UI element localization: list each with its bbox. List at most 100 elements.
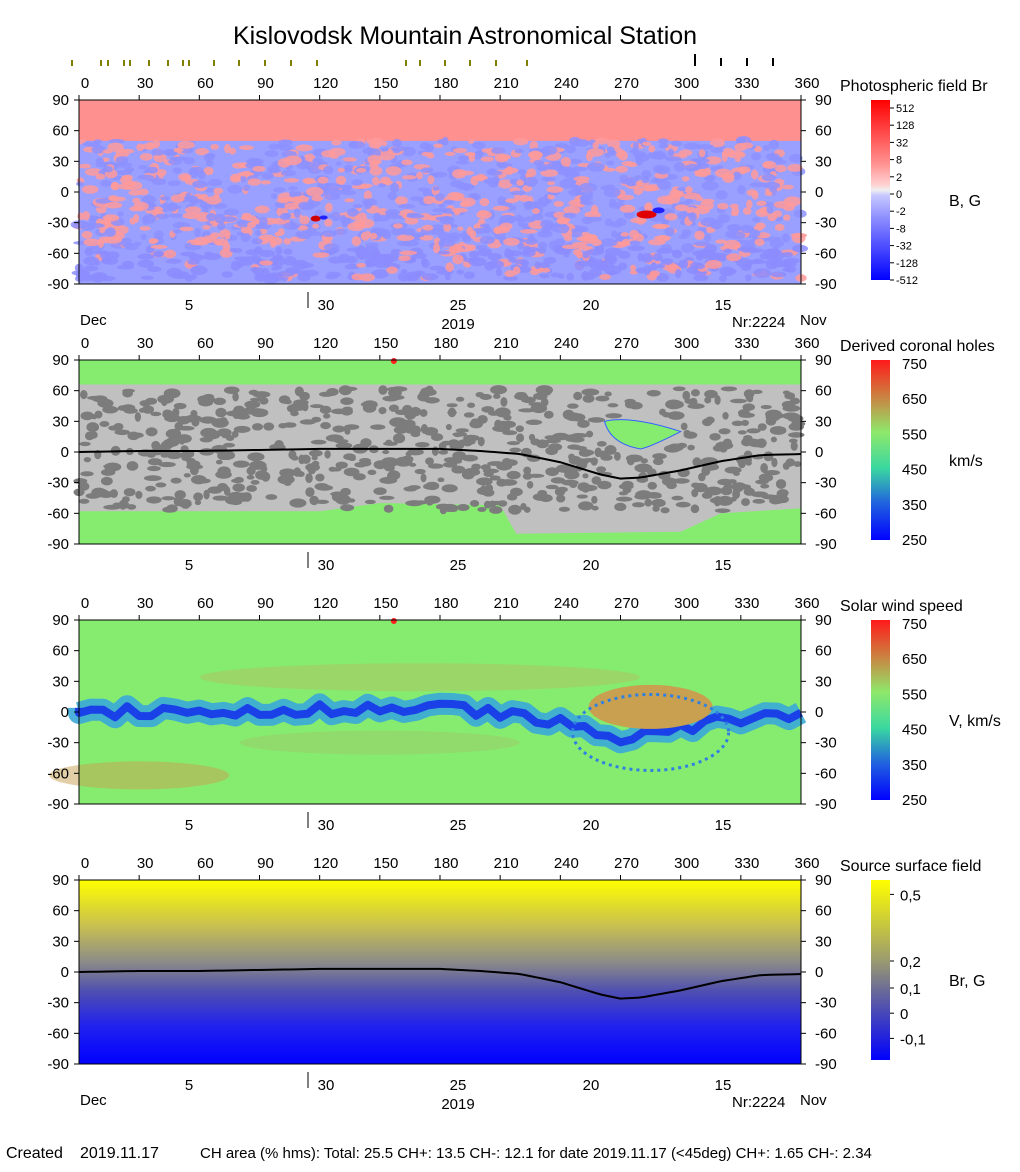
field-patch	[153, 153, 167, 163]
field-patch	[755, 208, 769, 218]
closed-field-patch	[158, 461, 176, 468]
lon-tick-label: 120	[313, 595, 338, 612]
field-patch	[133, 201, 149, 211]
field-patch	[486, 168, 497, 176]
closed-field-patch	[314, 482, 329, 491]
field-patch	[744, 274, 752, 282]
closed-field-patch	[687, 444, 695, 451]
field-patch	[432, 243, 441, 254]
closed-field-patch	[193, 492, 203, 502]
field-patch	[688, 212, 697, 222]
field-patch	[239, 145, 254, 151]
lon-tick-label: 30	[137, 335, 154, 352]
field-patch	[71, 270, 90, 276]
field-patch	[684, 163, 702, 172]
field-patch	[78, 163, 91, 169]
created-label: Created	[6, 1145, 63, 1162]
closed-field-patch	[732, 489, 741, 500]
closed-field-patch	[315, 473, 325, 482]
field-patch	[172, 167, 182, 174]
panel-title: Solar wind speed	[840, 598, 963, 615]
closed-field-patch	[691, 488, 699, 498]
closed-field-patch	[232, 460, 250, 468]
field-patch	[324, 218, 333, 227]
field-patch	[617, 150, 628, 161]
field-patch	[421, 151, 434, 157]
field-patch	[203, 167, 214, 176]
field-patch	[732, 171, 742, 181]
closed-field-patch	[503, 414, 512, 421]
field-patch	[168, 157, 183, 166]
field-patch	[229, 247, 237, 253]
field-patch	[718, 275, 727, 283]
field-patch	[723, 248, 733, 254]
field-patch	[514, 148, 524, 154]
closed-field-patch	[431, 446, 439, 456]
field-patch	[260, 180, 272, 185]
closed-field-patch	[91, 487, 107, 498]
field-patch	[391, 227, 407, 236]
field-patch	[438, 203, 445, 209]
field-patch	[443, 199, 455, 205]
closed-field-patch	[760, 404, 772, 410]
field-patch	[627, 245, 645, 252]
closed-field-patch	[556, 494, 566, 503]
field-patch	[657, 179, 672, 190]
field-patch	[390, 182, 400, 193]
closed-field-patch	[720, 386, 738, 392]
field-patch	[549, 240, 558, 250]
closed-field-patch	[489, 506, 503, 514]
closed-field-patch	[83, 456, 92, 463]
colorbar-label: 0,2	[900, 954, 921, 971]
fast-wind-stream	[588, 684, 713, 729]
field-patch	[595, 243, 605, 254]
lon-tick-label: 90	[257, 335, 274, 352]
field-patch	[240, 174, 247, 183]
colorbar-label: -32	[896, 241, 912, 253]
closed-field-patch	[567, 444, 581, 450]
field-patch	[559, 178, 576, 189]
closed-field-patch	[248, 389, 259, 396]
field-patch	[504, 270, 516, 278]
field-patch	[746, 199, 753, 209]
closed-field-patch	[605, 413, 623, 419]
field-patch	[160, 202, 171, 212]
closed-field-patch	[160, 396, 168, 407]
closed-field-patch	[644, 498, 653, 507]
field-patch	[384, 209, 400, 216]
closed-field-patch	[244, 400, 261, 409]
closed-field-patch	[91, 414, 98, 420]
lat-tick-label-left: 60	[52, 643, 69, 660]
field-patch	[520, 229, 538, 234]
closed-field-patch	[561, 479, 579, 486]
field-patch	[140, 275, 154, 280]
closed-field-patch	[247, 452, 265, 462]
closed-field-patch	[393, 426, 408, 434]
field-patch	[653, 235, 672, 240]
closed-field-patch	[456, 504, 470, 512]
closed-field-patch	[455, 396, 465, 402]
closed-field-patch	[203, 393, 215, 400]
closed-field-patch	[162, 506, 177, 513]
field-patch	[404, 241, 411, 246]
closed-field-patch	[793, 461, 802, 468]
month-end-label: Nov	[800, 1092, 827, 1109]
field-patch	[618, 262, 628, 271]
field-patch	[685, 186, 693, 194]
lat-tick-label-left: -30	[47, 995, 69, 1012]
closed-field-patch	[558, 506, 570, 512]
field-patch	[448, 244, 464, 254]
closed-field-patch	[223, 486, 231, 496]
date-tick-label: 5	[185, 817, 193, 834]
map-background	[79, 880, 801, 1064]
lon-tick-label: 210	[494, 855, 519, 872]
closed-field-patch	[155, 482, 167, 488]
field-patch	[95, 157, 104, 165]
field-patch	[756, 200, 767, 206]
field-patch	[579, 226, 589, 233]
field-patch	[351, 179, 363, 186]
closed-field-patch	[788, 432, 805, 438]
field-patch	[513, 138, 529, 146]
lon-tick-label: 270	[614, 595, 639, 612]
